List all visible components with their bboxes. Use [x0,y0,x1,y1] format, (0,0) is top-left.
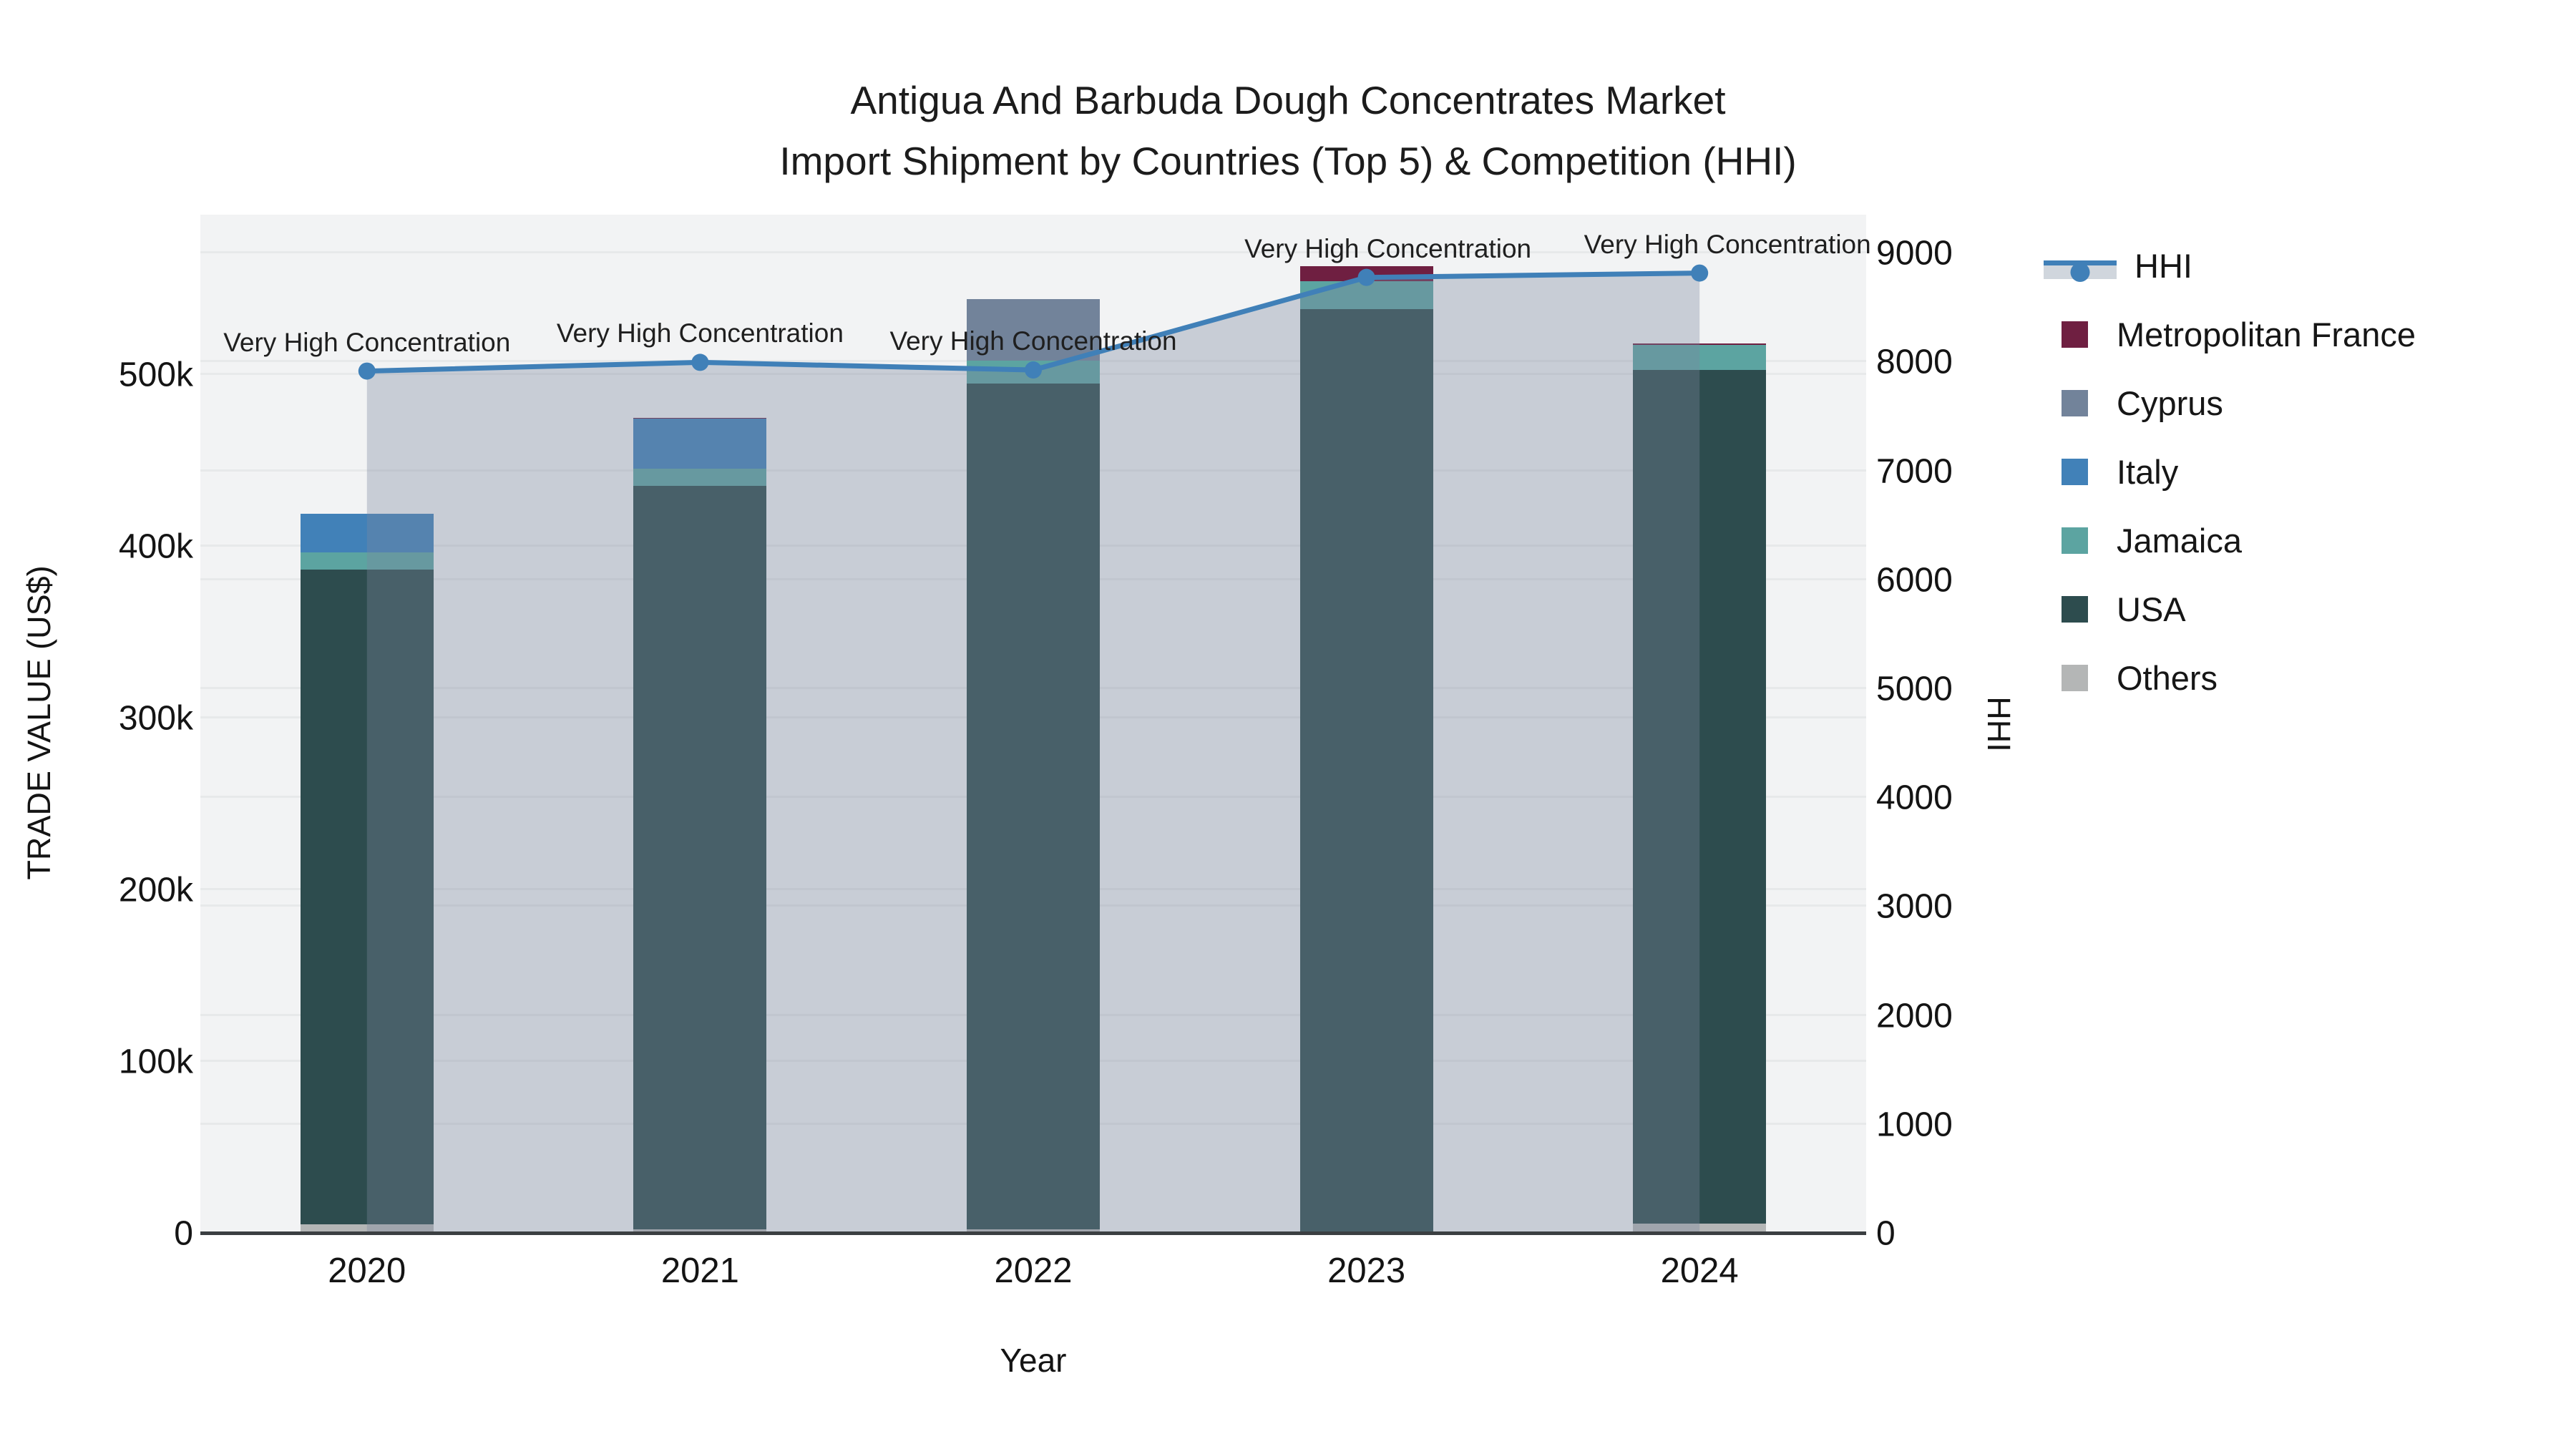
y-right-tick-1000: 1000 [1876,1106,1953,1144]
plot-area: Very High Concentration Very High Concent… [200,215,1871,1235]
bar-segment-others-2020[interactable] [300,1224,434,1234]
y-right-tick-5000: 5000 [1876,670,1953,708]
legend-swatch-usa [2062,595,2088,623]
x-tick-2020: 2020 [328,1252,406,1290]
annotation-2024: Very High Concentration [1584,229,1871,259]
legend-swatch-others [2062,664,2088,691]
hhi-marker-2021[interactable] [691,353,709,371]
legend-label-usa: USA [2117,590,2186,628]
legend-item-metropolitan-france[interactable]: Metropolitan France [2044,300,2416,369]
legend-label-hhi: HHI [2135,246,2192,285]
y-left-tick-100k: 100k [118,1043,193,1081]
y-left-tick-500k: 500k [118,356,193,394]
bar-segment-usa-2024[interactable] [1633,369,1767,1224]
bar-segment-cyprus-2022[interactable] [967,298,1100,361]
bar-segment-jamaica-2021[interactable] [633,468,767,486]
legend-item-cyprus[interactable]: Cyprus [2044,369,2416,437]
bar-segment-metropolitan-france-2021[interactable] [633,417,767,419]
y-left-tick-200k: 200k [118,871,193,909]
x-axis-label: Year [1000,1342,1067,1379]
chart-title-line2: Import Shipment by Countries (Top 5) & C… [779,139,1797,183]
annotation-2020: Very High Concentration [223,327,511,357]
y-axis-label-left: TRADE VALUE (US$) [21,565,57,880]
x-tick-2021: 2021 [660,1252,739,1290]
annotation-2023: Very High Concentration [1244,233,1532,263]
legend-label-others: Others [2117,658,2218,697]
legend-item-others[interactable]: Others [2044,643,2416,712]
bar-segment-others-2024[interactable] [1633,1223,1767,1234]
bar-segment-italy-2021[interactable] [633,419,767,469]
chart-title-line1: Antigua And Barbuda Dough Concentrates M… [850,78,1726,122]
hhi-area-fill [366,273,1700,1234]
annotation-2022: Very High Concentration [889,326,1177,356]
legend-item-hhi[interactable]: HHI [2044,231,2416,300]
legend-label-jamaica: Jamaica [2117,521,2243,560]
legend-swatch-jamaica [2062,527,2088,554]
bar-segment-jamaica-2023[interactable] [1299,281,1433,310]
legend-label-metropolitan-france: Metropolitan France [2117,315,2416,353]
hhi-marker-2024[interactable] [1691,264,1709,282]
y-right-tick-0: 0 [1876,1214,1896,1253]
legend-line-sample-icon [2044,250,2117,282]
legend-item-italy[interactable]: Italy [2044,437,2416,506]
x-tick-2024: 2024 [1660,1252,1739,1290]
bar-segment-italy-2020[interactable] [300,513,434,552]
legend-label-italy: Italy [2117,452,2179,491]
legend-swatch-metropolitan-france [2062,321,2088,348]
y-axis-label-right: HHI [1981,696,2017,752]
hhi-marker-2020[interactable] [358,362,376,380]
y-right-tick-6000: 6000 [1876,561,1953,600]
legend-item-usa[interactable]: USA [2044,575,2416,643]
y-right-tick-9000: 9000 [1876,234,1953,273]
bar-segment-jamaica-2024[interactable] [1633,344,1767,370]
y-right-tick-3000: 3000 [1876,887,1953,926]
y-left-tick-300k: 300k [118,699,193,738]
bar-segment-jamaica-2020[interactable] [300,552,434,570]
y-right-tick-2000: 2000 [1876,997,1953,1035]
legend-swatch-cyprus [2062,389,2088,416]
y-left-tick-0: 0 [174,1214,193,1253]
legend-label-cyprus: Cyprus [2117,384,2223,422]
gridline-right-9000 [200,251,1866,254]
bar-segment-usa-2022[interactable] [967,384,1100,1229]
bar-segment-metropolitan-france-2024[interactable] [1633,343,1767,345]
legend-line-marker-icon [2070,263,2090,282]
y-right-tick-4000: 4000 [1876,779,1953,817]
y-right-tick-7000: 7000 [1876,452,1953,491]
hhi-area-chart [358,264,1709,1234]
x-tick-2022: 2022 [994,1252,1073,1290]
y-left-tick-400k: 400k [118,527,193,566]
legend-swatch-italy [2062,458,2088,485]
x-tick-2023: 2023 [1327,1252,1406,1290]
legend-item-jamaica[interactable]: Jamaica [2044,506,2416,575]
hhi-marker-2022[interactable] [1025,361,1042,379]
chart-title: Antigua And Barbuda Dough Concentrates M… [0,70,2576,192]
y-right-tick-8000: 8000 [1876,343,1953,381]
hhi-marker-2023[interactable] [1357,268,1375,286]
legend: HHI Metropolitan France Cyprus Italy Jamaica… [2044,231,2416,712]
bar-segment-usa-2021[interactable] [633,485,767,1229]
bar-segment-usa-2020[interactable] [300,569,434,1224]
x-axis-line [200,1231,1866,1235]
bar-segment-usa-2023[interactable] [1299,309,1433,1232]
annotation-2021: Very High Concentration [556,318,844,348]
